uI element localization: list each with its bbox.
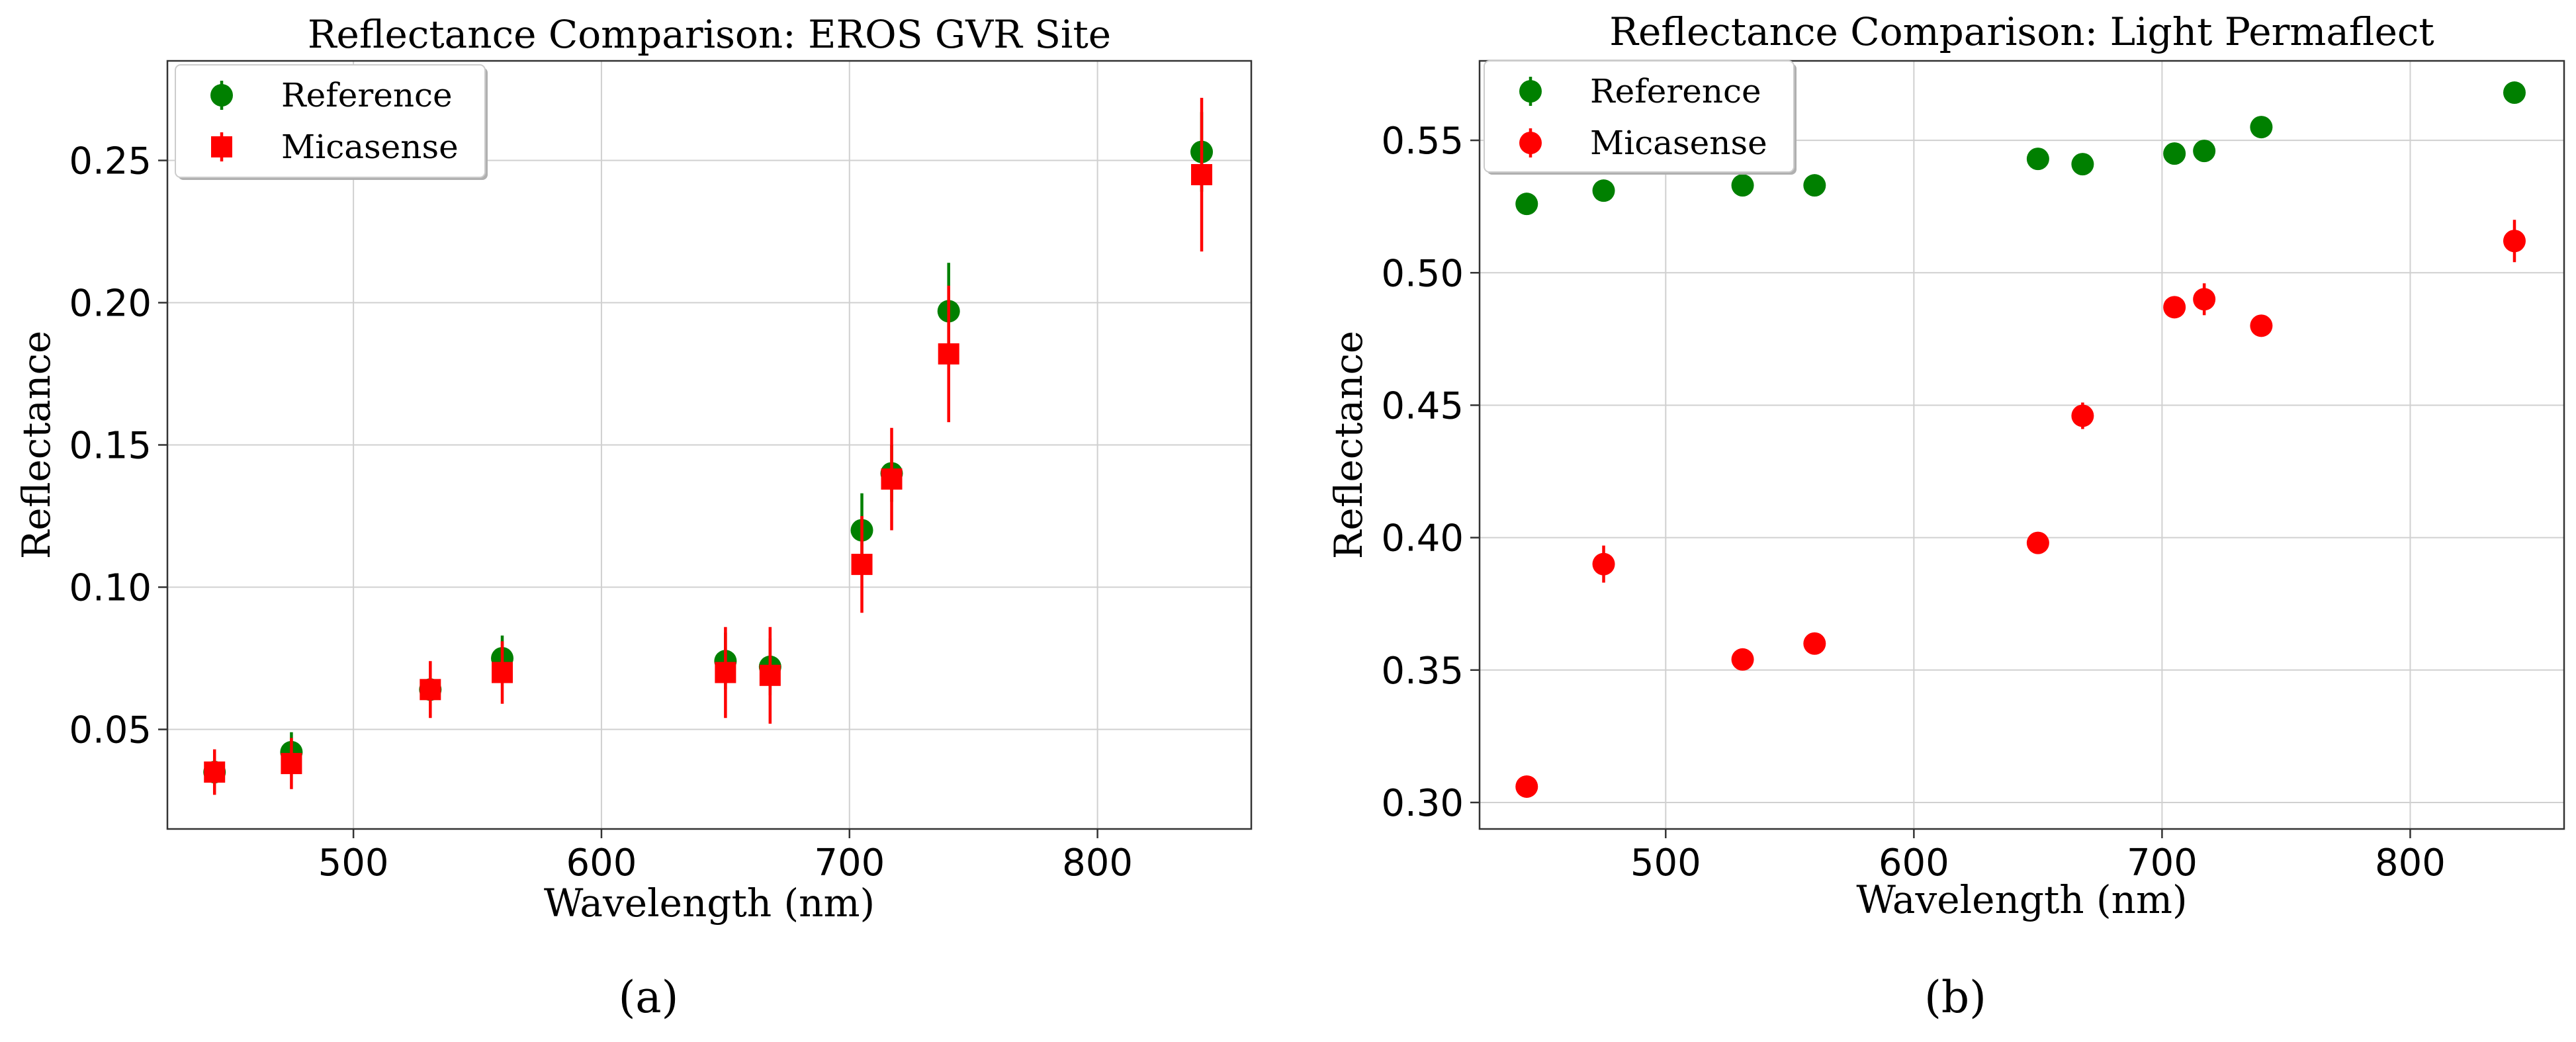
series-reference: [203, 112, 1214, 784]
x-tick-label: 800: [1062, 842, 1133, 885]
series-micasense: [1515, 220, 2526, 798]
legend-marker: [211, 136, 232, 157]
data-point: [2250, 314, 2273, 337]
y-tick-label: 0.15: [69, 425, 152, 468]
x-tick-label: 500: [1630, 842, 1701, 885]
data-point: [281, 753, 302, 775]
y-tick-label: 0.10: [69, 567, 152, 610]
data-point: [1592, 179, 1615, 202]
x-tick-label: 800: [2375, 842, 2446, 885]
data-point: [2026, 531, 2049, 554]
legend: Reference Micasense: [1484, 60, 1797, 175]
y-tick-label: 0.45: [1381, 384, 1464, 427]
data-point: [2503, 230, 2526, 253]
data-point: [420, 679, 441, 701]
y-tick-label: 0.40: [1381, 517, 1464, 560]
legend-marker: [1519, 132, 1542, 154]
x-tick-label: 500: [318, 842, 389, 885]
legend-box: [1484, 60, 1795, 173]
data-point: [492, 662, 513, 683]
panel-label: (a): [619, 972, 679, 1023]
y-tick-label: 0.35: [1381, 650, 1464, 693]
x-tick-label: 700: [2127, 842, 2198, 885]
data-point: [2163, 296, 2186, 319]
data-point: [1803, 174, 1826, 197]
legend-label: Micasense: [281, 128, 459, 166]
data-point: [2250, 116, 2273, 139]
y-tick-label: 0.50: [1381, 252, 1464, 295]
x-tick-label: 600: [1879, 842, 1949, 885]
data-point: [1592, 552, 1615, 576]
x-tick-label: 700: [814, 842, 885, 885]
legend-label: Reference: [1590, 72, 1761, 110]
data-point: [2503, 81, 2526, 105]
panel-label: (b): [1924, 972, 1986, 1023]
data-point: [204, 761, 226, 783]
legend-marker: [210, 84, 233, 107]
series-micasense: [204, 97, 1213, 795]
data-point: [1515, 775, 1538, 798]
plot-frame: [1478, 60, 2565, 830]
y-tick-label: 0.20: [69, 282, 152, 326]
chart-title: Reflectance Comparison: Light Permaflect: [1609, 9, 2434, 54]
y-axis-label: Reflectance: [1326, 331, 1371, 560]
data-point: [938, 343, 959, 365]
x-axis-label: Wavelength (nm): [544, 881, 875, 926]
data-point: [2071, 153, 2094, 176]
legend-label: Micasense: [1590, 124, 1767, 162]
chart-title: Reflectance Comparison: EROS GVR Site: [308, 12, 1111, 57]
y-tick-label: 0.05: [69, 709, 152, 752]
data-point: [1191, 164, 1213, 185]
data-point: [2071, 404, 2094, 427]
x-axis-label: Wavelength (nm): [1856, 877, 2187, 922]
data-point: [1731, 174, 1754, 197]
data-point: [881, 468, 903, 490]
y-axis-label: Reflectance: [14, 331, 59, 560]
data-point: [2163, 142, 2186, 165]
y-tick-label: 0.25: [69, 140, 152, 183]
data-point: [2193, 288, 2216, 311]
data-point: [1731, 648, 1754, 671]
chart-panel-b: 500 600 700 800 0.30 0.35 0.40 0.45 0.50 0.55 Refl…: [1326, 9, 2565, 1023]
y-tick-label: 0.30: [1381, 782, 1464, 825]
y-tick-label: 0.55: [1381, 120, 1464, 163]
data-point: [851, 554, 873, 576]
data-point: [1515, 193, 1538, 216]
legend-box: [175, 64, 486, 178]
data-point: [2026, 148, 2049, 171]
data-point: [1803, 632, 1826, 655]
x-tick-label: 600: [566, 842, 637, 885]
data-point: [715, 662, 736, 683]
legend-marker: [1519, 80, 1542, 103]
series-reference: [1515, 81, 2526, 216]
legend-label: Reference: [281, 76, 453, 114]
data-point: [759, 664, 781, 686]
data-point: [2193, 140, 2216, 163]
chart-panel-a: 500 600 700 800 0.05 0.10 0.15 0.20 0.25 Reflecta…: [14, 12, 1253, 1023]
legend: Reference Micasense: [175, 64, 488, 180]
